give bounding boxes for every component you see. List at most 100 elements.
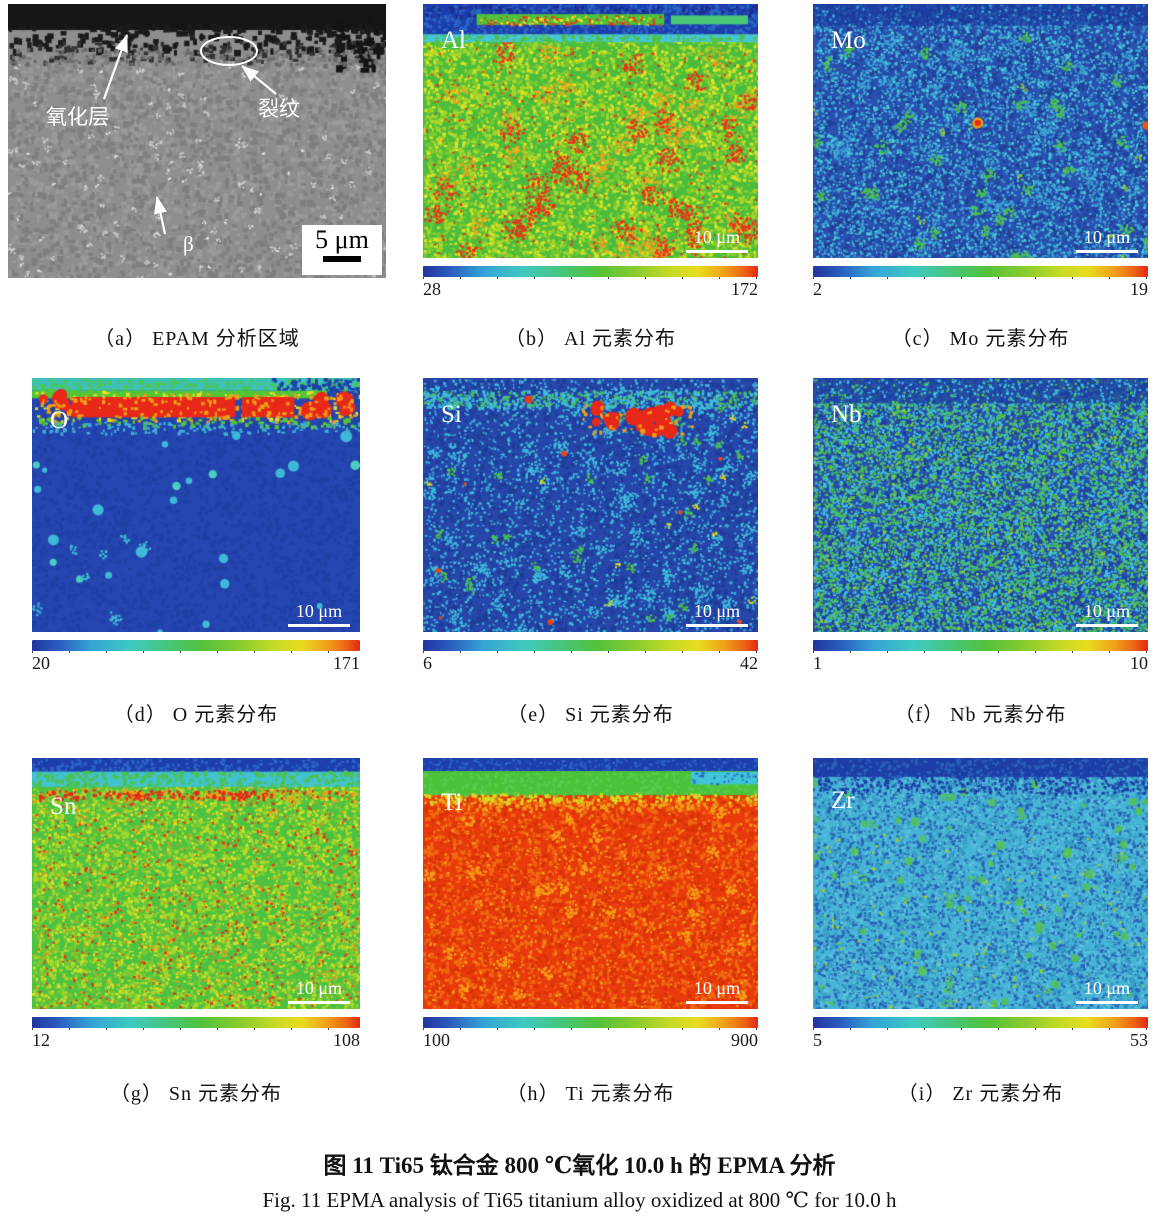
scale-box: 5 μm — [302, 225, 382, 275]
scale-bar-text: 10 μm — [1083, 978, 1131, 998]
colorbar — [813, 1017, 1148, 1030]
caption-f: （f） Nb 元素分布 — [894, 704, 1067, 726]
si-map-canvas — [423, 378, 758, 632]
caption-b: （b） Al 元素分布 — [505, 328, 676, 350]
panel-a: 氧化层 裂纹 β 5 μm — [8, 4, 386, 278]
scale-bar: 10 μm — [686, 227, 748, 253]
mo-map-image: Mo 10 μm — [813, 4, 1148, 258]
sn-map-image: Sn 10 μm — [32, 758, 360, 1009]
figure-title-en: Fig. 11 EPMA analysis of Ti65 titanium a… — [262, 1188, 897, 1212]
scale-bar-line — [686, 1001, 748, 1004]
o-map-canvas — [32, 378, 360, 632]
scale-bar: 10 μm — [1076, 227, 1138, 253]
scale-bar-text: 10 μm — [1083, 227, 1131, 247]
colorbar-min: 12 — [32, 1030, 50, 1050]
scale-bar-text: 10 μm — [295, 601, 343, 621]
colorbar-max: 19 — [1130, 279, 1148, 299]
o-map-image: O 10 μm — [32, 378, 360, 632]
scale-bar-text: 10 μm — [1083, 601, 1131, 621]
element-label-nb: Nb — [831, 401, 862, 428]
scale-bar-line — [686, 624, 748, 627]
scale-bar: 10 μm — [686, 601, 748, 627]
colorbar-max: 108 — [333, 1030, 360, 1050]
panel-e: Si 10 μm 6 42 — [423, 378, 758, 674]
zr-map-canvas — [813, 758, 1148, 1009]
colorbar-min: 6 — [423, 653, 432, 673]
colorbar-labels: 20 171 — [32, 653, 360, 674]
scale-bar-line — [288, 1001, 350, 1004]
colorbar-labels: 100 900 — [423, 1030, 758, 1051]
colorbar — [32, 640, 360, 653]
beta-label: β — [183, 232, 194, 256]
colorbar-max: 900 — [731, 1030, 758, 1050]
element-label-al: Al — [441, 27, 466, 54]
colorbar-labels: 1 10 — [813, 653, 1148, 674]
colorbar-labels: 28 172 — [423, 279, 758, 300]
colorbar — [423, 1017, 758, 1030]
colorbar — [423, 640, 758, 653]
sem-image: 氧化层 裂纹 β 5 μm — [8, 4, 386, 278]
crack-label: 裂纹 — [258, 97, 300, 121]
colorbar-labels: 2 19 — [813, 279, 1148, 300]
panel-c: Mo 10 μm 2 19 — [813, 4, 1148, 300]
caption-c: （c） Mo 元素分布 — [891, 328, 1070, 350]
colorbar-labels: 5 53 — [813, 1030, 1148, 1051]
scale-bar-line — [1076, 624, 1138, 627]
caption-d: （d） O 元素分布 — [113, 704, 279, 726]
colorbar-min: 28 — [423, 279, 441, 299]
element-label-zr: Zr — [831, 787, 855, 814]
scale-bar: 10 μm — [1076, 601, 1138, 627]
nb-map-canvas — [813, 378, 1148, 632]
al-map-canvas — [423, 4, 758, 258]
oxide-layer-arrow — [102, 33, 129, 100]
scale-bar-text: 5 μm — [315, 225, 369, 254]
annotation-overlay: 氧化层 裂纹 β — [46, 33, 300, 256]
scale-bar: 10 μm — [288, 978, 350, 1004]
colorbar-labels: 12 108 — [32, 1030, 360, 1051]
panel-d: O 10 μm 20 171 — [32, 378, 360, 674]
al-map-image: Al 10 μm — [423, 4, 758, 258]
panel-f: Nb 10 μm 1 10 — [813, 378, 1148, 674]
scale-bar-line — [1076, 250, 1138, 253]
scale-bar: 10 μm — [686, 978, 748, 1004]
element-label-o: O — [50, 407, 69, 434]
mo-map-canvas — [813, 4, 1148, 258]
colorbar — [813, 640, 1148, 653]
nb-map-image: Nb 10 μm — [813, 378, 1148, 632]
scale-bar-line — [288, 624, 350, 627]
scale-bar-text: 10 μm — [693, 227, 741, 247]
zr-map-image: Zr 10 μm — [813, 758, 1148, 1009]
panel-g: Sn 10 μm 12 108 — [32, 758, 360, 1051]
colorbar-min: 20 — [32, 653, 50, 673]
colorbar-labels: 6 42 — [423, 653, 758, 674]
colorbar-max: 172 — [731, 279, 758, 299]
crack-arrow — [241, 65, 277, 95]
colorbar — [423, 266, 758, 279]
caption-a: （a） EPAM 分析区域 — [94, 328, 300, 350]
scale-bar: 10 μm — [288, 601, 350, 627]
ti-map-image: Ti 10 μm — [423, 758, 758, 1009]
element-label-sn: Sn — [50, 793, 77, 820]
scale-bar-text: 10 μm — [693, 978, 741, 998]
caption-h: （h） Ti 元素分布 — [506, 1083, 675, 1105]
caption-e: （e） Si 元素分布 — [507, 704, 674, 726]
figure-title-zh: 图 11 Ti65 钛合金 800 ℃氧化 10.0 h 的 EPMA 分析 — [323, 1153, 836, 1178]
sn-map-canvas — [32, 758, 360, 1009]
panel-i: Zr 10 μm 5 53 — [813, 758, 1148, 1051]
scale-bar-line — [686, 250, 748, 253]
beta-arrow — [154, 195, 167, 235]
scale-bar-line — [1076, 1001, 1138, 1004]
scale-bar-text: 10 μm — [693, 601, 741, 621]
caption-i: （i） Zr 元素分布 — [897, 1083, 1064, 1105]
colorbar — [32, 1017, 360, 1030]
panel-h: Ti 10 μm 100 900 — [423, 758, 758, 1051]
colorbar-min: 5 — [813, 1030, 822, 1050]
scale-bar-line — [323, 256, 361, 262]
scale-bar: 10 μm — [1076, 978, 1138, 1004]
panel-b: Al 10 μm 28 172 — [423, 4, 758, 300]
oxide-layer-label: 氧化层 — [46, 105, 109, 129]
colorbar-max: 42 — [740, 653, 758, 673]
si-map-image: Si 10 μm — [423, 378, 758, 632]
ti-map-canvas — [423, 758, 758, 1009]
